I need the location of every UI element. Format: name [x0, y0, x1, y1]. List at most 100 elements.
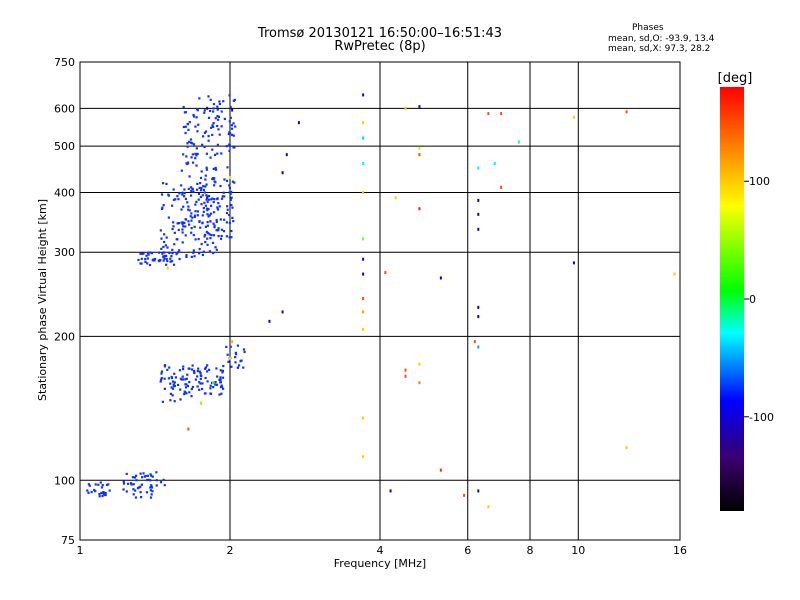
data-point	[191, 368, 194, 371]
data-point	[203, 131, 207, 134]
data-point	[229, 105, 232, 109]
data-point	[159, 378, 163, 381]
data-point	[197, 198, 200, 201]
data-point	[215, 218, 218, 222]
data-point	[213, 198, 216, 201]
data-point	[175, 238, 178, 241]
data-point	[625, 446, 628, 450]
data-point	[228, 184, 231, 187]
data-point	[232, 220, 235, 223]
data-point	[215, 248, 218, 251]
data-point	[212, 251, 215, 255]
x-tick-label: 4	[377, 544, 384, 557]
data-point	[204, 174, 207, 177]
data-point	[173, 381, 176, 384]
data-point	[160, 247, 163, 251]
data-point	[362, 93, 365, 97]
data-point	[236, 344, 240, 347]
data-point	[140, 483, 143, 486]
data-point	[209, 212, 213, 215]
data-point	[212, 107, 215, 110]
data-point	[225, 145, 228, 148]
data-point	[192, 234, 195, 237]
data-point	[145, 491, 149, 494]
data-point	[362, 136, 365, 140]
data-point	[202, 188, 205, 192]
data-point	[172, 383, 175, 386]
data-point	[213, 180, 216, 183]
data-point	[206, 207, 209, 210]
data-point	[222, 191, 225, 194]
data-point	[155, 484, 158, 487]
data-point	[203, 111, 206, 114]
data-point	[362, 416, 365, 420]
data-point	[212, 103, 216, 106]
data-point	[148, 263, 152, 267]
x-tick-label: 1	[77, 544, 84, 557]
data-point	[161, 206, 164, 209]
data-point	[226, 205, 229, 208]
data-point	[161, 252, 164, 255]
data-point	[216, 108, 219, 111]
y-tick-label: 750	[54, 56, 75, 69]
data-point	[140, 476, 144, 479]
data-point	[160, 207, 164, 210]
data-point	[206, 106, 209, 110]
data-point	[195, 147, 198, 150]
data-point	[193, 225, 196, 228]
data-point	[184, 386, 188, 389]
data-point	[153, 259, 156, 262]
data-point	[220, 228, 224, 231]
data-point	[172, 380, 175, 383]
data-point	[439, 468, 442, 472]
data-point	[233, 146, 236, 149]
data-point	[214, 383, 217, 386]
data-point	[169, 399, 172, 402]
data-point	[213, 226, 216, 229]
data-point	[189, 138, 193, 141]
data-point	[188, 140, 191, 143]
data-point	[149, 251, 152, 254]
data-point	[189, 194, 193, 197]
data-point	[183, 392, 186, 396]
data-point	[181, 222, 184, 225]
data-point	[226, 353, 229, 356]
data-point	[182, 225, 185, 228]
data-point	[205, 168, 208, 171]
data-point	[214, 117, 217, 120]
data-point	[200, 401, 203, 405]
data-point	[159, 380, 162, 383]
data-point	[212, 385, 215, 389]
data-point	[242, 366, 245, 369]
data-point	[204, 204, 207, 207]
data-point	[184, 125, 187, 128]
data-point	[165, 236, 168, 239]
data-point	[477, 315, 480, 319]
data-point	[225, 345, 228, 349]
data-point	[150, 493, 153, 496]
phase-stats-x: mean, sd,X: 97.3, 28.2	[608, 44, 710, 54]
data-point	[163, 254, 167, 258]
data-point	[211, 124, 214, 127]
data-point	[173, 243, 176, 246]
data-point	[166, 246, 169, 249]
data-point	[190, 227, 193, 230]
data-point	[285, 153, 288, 157]
data-point	[166, 266, 169, 270]
data-point	[234, 361, 237, 364]
data-point	[140, 496, 143, 499]
data-point	[362, 190, 365, 194]
data-point	[187, 367, 190, 370]
data-point	[176, 195, 179, 198]
data-point	[134, 474, 138, 477]
data-point	[181, 375, 184, 378]
data-point	[88, 484, 91, 487]
data-point	[228, 186, 232, 190]
data-point	[171, 227, 174, 231]
data-point	[182, 205, 185, 208]
data-point	[171, 394, 174, 397]
data-point	[192, 190, 195, 193]
data-point	[201, 382, 204, 385]
data-point	[187, 205, 190, 208]
data-point	[171, 252, 174, 255]
